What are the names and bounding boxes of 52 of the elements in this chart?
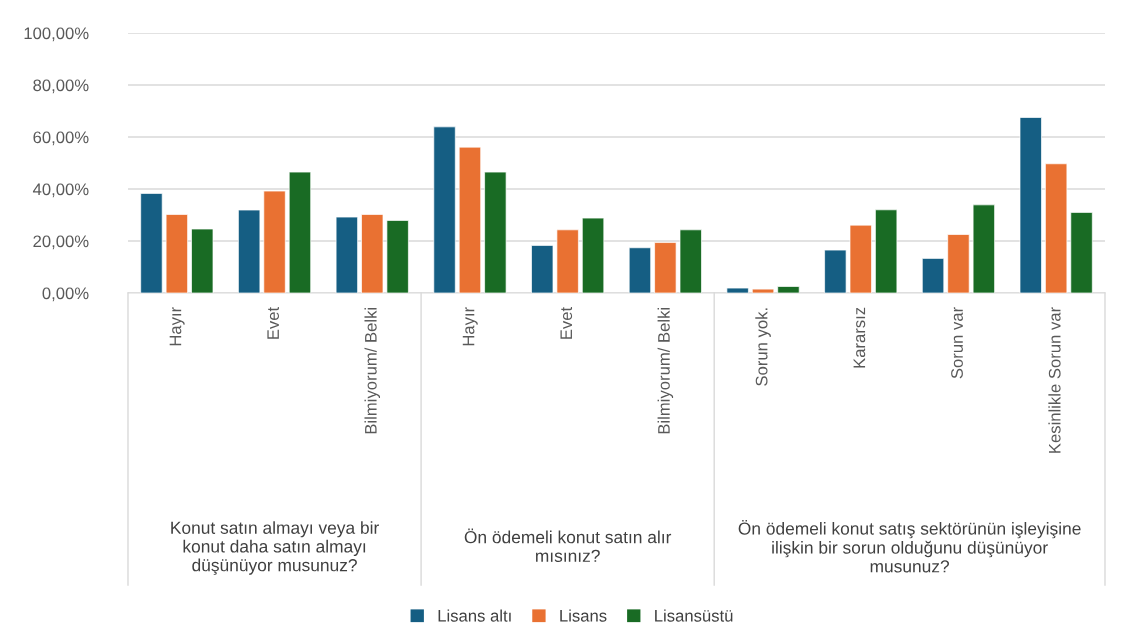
y-tick-label: 0,00% [42,287,89,302]
bar [849,224,872,293]
y-tick-label: 60,00% [33,131,89,146]
bar [386,220,409,293]
bar [140,193,163,293]
bar [1070,212,1093,293]
bar [191,228,214,293]
y-tick-label: 80,00% [33,79,89,94]
bar [751,288,775,293]
x-tick-label: Kesinlikle Sorun var [1048,307,1061,453]
bar [654,242,677,293]
bar [484,171,507,293]
x-tick-label: Bilmiyorum/ Belki [657,308,674,434]
bar [263,190,286,293]
bar [1045,163,1068,293]
bar [921,258,945,293]
text: Ön ödemeli konut satış sektörünün işleyişine ilişkin bir sorun olduğunu düşünüyor musunuz? [738,520,1081,573]
bar [335,216,358,293]
legend-label: Lisans altı [438,609,511,622]
bar [875,209,898,293]
y-tick-label: 40,00% [32,183,89,198]
bar [1019,117,1042,293]
y-tick-label: 20,00% [33,235,89,250]
bar [726,287,749,293]
x-tick-label: Evet [267,307,280,339]
text: Ön ödemeli konut satın alır mısınız? [464,528,672,563]
bar [972,204,995,293]
text: Konut satın almayı veya bir konut daha satın almayı düşünüyor musunuz? [171,521,379,575]
x-tick-label: Sorun yok. [755,308,771,386]
x-tick-label: Hayır [169,307,185,346]
x-tick-label: Sorun var [951,307,963,379]
bar [679,229,702,293]
bar [628,247,652,293]
bar [458,146,482,293]
bar [556,229,579,293]
bar [433,126,456,293]
x-tick-label: Evet [560,307,573,339]
bar [361,214,384,293]
bar [288,171,312,293]
legend-label: Lisansüstü [655,609,733,622]
y-tick-label: 100,00% [24,27,89,42]
bar [165,214,188,293]
bar [581,217,605,293]
bar [531,245,554,293]
bar [777,286,800,293]
x-tick-label: Kararsız [853,307,866,368]
bar [947,234,970,293]
bar [824,249,847,293]
legend-label: Lisans [560,609,607,622]
x-tick-label: Bilmiyorum/ Belki [364,308,381,434]
x-tick-label: Hayır [462,307,478,346]
bar [238,209,261,293]
